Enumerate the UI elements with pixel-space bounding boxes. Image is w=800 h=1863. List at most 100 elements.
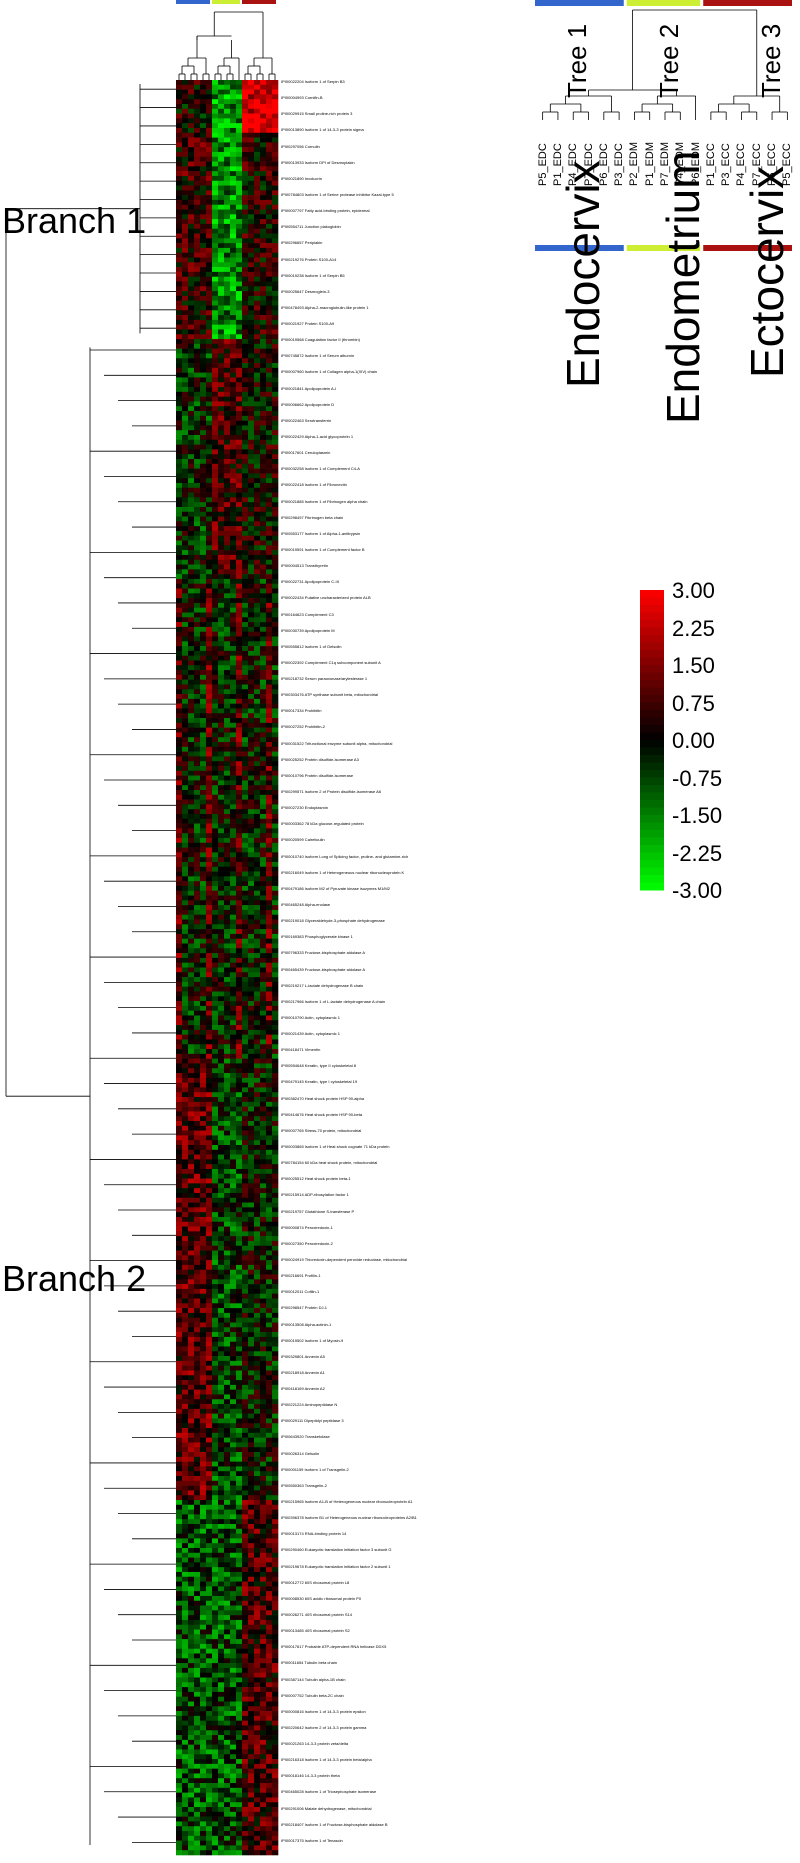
heatmap-cell <box>266 1126 272 1131</box>
heatmap-cell <box>176 944 182 949</box>
heatmap-cell <box>272 1169 278 1174</box>
heatmap-cell <box>230 1222 236 1227</box>
heatmap-cell <box>206 1270 212 1275</box>
heatmap-cell <box>254 569 260 574</box>
heatmap-cell <box>206 1083 212 1088</box>
heatmap-cell <box>272 1303 278 1308</box>
heatmap-cell <box>272 176 278 181</box>
heatmap-cell <box>254 1188 260 1193</box>
heatmap-cell <box>248 517 254 522</box>
heatmap-cell <box>248 1135 254 1140</box>
heatmap-cell <box>236 277 242 282</box>
heatmap-cell <box>176 1433 182 1438</box>
heatmap-cell <box>188 358 194 363</box>
heatmap-cell <box>230 1145 236 1150</box>
heatmap-cell <box>176 118 182 123</box>
heatmap-cell <box>248 991 254 996</box>
heatmap-cell <box>212 1102 218 1107</box>
heatmap-cell <box>266 1399 272 1404</box>
heatmap-cell <box>242 478 248 483</box>
heatmap-cell <box>230 224 236 229</box>
heatmap-cell <box>218 281 224 286</box>
heatmap-cell <box>236 651 242 656</box>
heatmap-cell <box>194 742 200 747</box>
heatmap-cell <box>242 1227 248 1232</box>
heatmap-cell <box>236 809 242 814</box>
heatmap-cell <box>224 699 230 704</box>
heatmap-cell <box>194 1054 200 1059</box>
heatmap-cell <box>194 277 200 282</box>
heatmap-cell <box>236 891 242 896</box>
heatmap-cell <box>260 732 266 737</box>
heatmap-cell <box>176 186 182 191</box>
heatmap-cell <box>248 253 254 258</box>
heatmap-cell <box>254 1169 260 1174</box>
heatmap-cell <box>236 1294 242 1299</box>
heatmap-cell <box>248 469 254 474</box>
heatmap-cell <box>188 896 194 901</box>
heatmap-cell <box>200 593 206 598</box>
heatmap-cell <box>242 157 248 162</box>
heatmap-cell <box>212 603 218 608</box>
heatmap-cell <box>230 555 236 560</box>
heatmap-cell <box>206 195 212 200</box>
heatmap-cell <box>272 723 278 728</box>
heatmap-cell <box>218 1409 224 1414</box>
heatmap-cell <box>206 377 212 382</box>
heatmap-cell <box>176 521 182 526</box>
heatmap-cell <box>200 660 206 665</box>
heatmap-cell <box>266 1006 272 1011</box>
heatmap-cell <box>242 1313 248 1318</box>
heatmap-cell <box>218 1015 224 1020</box>
heatmap-cell <box>206 80 212 85</box>
heatmap-cell <box>254 776 260 781</box>
heatmap-cell <box>182 368 188 373</box>
heatmap-cell <box>206 910 212 915</box>
heatmap-cell <box>272 397 278 402</box>
heatmap-cell <box>212 896 218 901</box>
heatmap-cell <box>182 114 188 119</box>
heatmap-cell <box>194 613 200 618</box>
heatmap-cell <box>236 1337 242 1342</box>
heatmap-cell <box>230 742 236 747</box>
heatmap-cell <box>200 550 206 555</box>
heatmap-cell <box>200 963 206 968</box>
heatmap-cell <box>242 800 248 805</box>
heatmap-cell <box>176 1025 182 1030</box>
heatmap-cell <box>254 1327 260 1332</box>
heatmap-cell <box>200 1418 206 1423</box>
heatmap-cell <box>206 435 212 440</box>
heatmap-cell <box>248 478 254 483</box>
heatmap-cell <box>224 708 230 713</box>
heatmap-cell <box>188 555 194 560</box>
heatmap-cell <box>212 224 218 229</box>
heatmap-cell <box>194 819 200 824</box>
heatmap-cell <box>242 1323 248 1328</box>
heatmap-cell <box>242 761 248 766</box>
heatmap-cell <box>176 1020 182 1025</box>
heatmap-cell <box>200 176 206 181</box>
heatmap-cell <box>236 1116 242 1121</box>
heatmap-cell <box>254 704 260 709</box>
heatmap-cell <box>248 939 254 944</box>
heatmap-cell <box>242 1145 248 1150</box>
heatmap-cell <box>182 670 188 675</box>
heatmap-cell <box>200 368 206 373</box>
heatmap-cell <box>266 766 272 771</box>
heatmap-cell <box>200 397 206 402</box>
heatmap-cell <box>248 344 254 349</box>
heatmap-cell <box>194 987 200 992</box>
heatmap-cell <box>266 1179 272 1184</box>
heatmap-cell <box>182 1068 188 1073</box>
heatmap-cell <box>242 1015 248 1020</box>
heatmap-cell <box>182 968 188 973</box>
heatmap-cell <box>236 881 242 886</box>
heatmap-cell <box>200 262 206 267</box>
heatmap-cell <box>176 80 182 85</box>
heatmap-cell <box>200 1111 206 1116</box>
heatmap-cell <box>218 1169 224 1174</box>
heatmap-cell <box>260 401 266 406</box>
heatmap-cell <box>218 1442 224 1447</box>
heatmap-cell <box>230 833 236 838</box>
heatmap-cell <box>176 1346 182 1351</box>
